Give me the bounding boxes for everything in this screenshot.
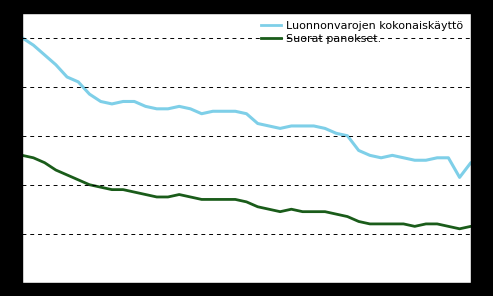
Suorat panokset. <box>132 190 138 194</box>
Luonnonvarojen kokonaiskäyttö <box>288 124 294 128</box>
Suorat panokset. <box>423 222 429 226</box>
Suorat panokset. <box>19 154 25 157</box>
Luonnonvarojen kokonaiskäyttö <box>19 36 25 40</box>
Luonnonvarojen kokonaiskäyttö <box>266 124 272 128</box>
Luonnonvarojen kokonaiskäyttö <box>109 102 115 106</box>
Suorat panokset. <box>210 198 216 201</box>
Suorat panokset. <box>412 225 418 228</box>
Luonnonvarojen kokonaiskäyttö <box>53 63 59 67</box>
Luonnonvarojen kokonaiskäyttö <box>244 112 249 115</box>
Luonnonvarojen kokonaiskäyttö <box>345 134 351 138</box>
Luonnonvarojen kokonaiskäyttö <box>210 110 216 113</box>
Luonnonvarojen kokonaiskäyttö <box>98 100 104 103</box>
Line: Suorat panokset.: Suorat panokset. <box>22 155 471 229</box>
Luonnonvarojen kokonaiskäyttö <box>389 154 395 157</box>
Luonnonvarojen kokonaiskäyttö <box>120 100 126 103</box>
Suorat panokset. <box>356 220 362 223</box>
Suorat panokset. <box>176 193 182 196</box>
Suorat panokset. <box>42 161 48 165</box>
Luonnonvarojen kokonaiskäyttö <box>401 156 407 160</box>
Luonnonvarojen kokonaiskäyttö <box>87 92 93 96</box>
Suorat panokset. <box>378 222 384 226</box>
Suorat panokset. <box>322 210 328 213</box>
Suorat panokset. <box>232 198 238 201</box>
Luonnonvarojen kokonaiskäyttö <box>457 176 462 179</box>
Luonnonvarojen kokonaiskäyttö <box>187 107 193 111</box>
Luonnonvarojen kokonaiskäyttö <box>42 53 48 57</box>
Suorat panokset. <box>187 195 193 199</box>
Suorat panokset. <box>468 225 474 228</box>
Suorat panokset. <box>64 173 70 177</box>
Luonnonvarojen kokonaiskäyttö <box>300 124 306 128</box>
Line: Luonnonvarojen kokonaiskäyttö: Luonnonvarojen kokonaiskäyttö <box>22 38 471 177</box>
Luonnonvarojen kokonaiskäyttö <box>378 156 384 160</box>
Suorat panokset. <box>300 210 306 213</box>
Suorat panokset. <box>445 225 451 228</box>
Luonnonvarojen kokonaiskäyttö <box>75 80 81 84</box>
Suorat panokset. <box>434 222 440 226</box>
Suorat panokset. <box>401 222 407 226</box>
Luonnonvarojen kokonaiskäyttö <box>31 44 36 47</box>
Luonnonvarojen kokonaiskäyttö <box>356 149 362 152</box>
Legend: Luonnonvarojen kokonaiskäyttö, Suorat panokset.: Luonnonvarojen kokonaiskäyttö, Suorat pa… <box>257 17 467 48</box>
Luonnonvarojen kokonaiskäyttö <box>132 100 138 103</box>
Suorat panokset. <box>53 168 59 172</box>
Luonnonvarojen kokonaiskäyttö <box>199 112 205 115</box>
Suorat panokset. <box>120 188 126 192</box>
Suorat panokset. <box>199 198 205 201</box>
Suorat panokset. <box>389 222 395 226</box>
Suorat panokset. <box>333 212 339 216</box>
Suorat panokset. <box>165 195 171 199</box>
Suorat panokset. <box>311 210 317 213</box>
Luonnonvarojen kokonaiskäyttö <box>333 131 339 135</box>
Suorat panokset. <box>266 207 272 211</box>
Suorat panokset. <box>244 200 249 204</box>
Suorat panokset. <box>221 198 227 201</box>
Luonnonvarojen kokonaiskäyttö <box>277 127 283 130</box>
Suorat panokset. <box>255 205 261 209</box>
Luonnonvarojen kokonaiskäyttö <box>322 127 328 130</box>
Suorat panokset. <box>277 210 283 213</box>
Luonnonvarojen kokonaiskäyttö <box>221 110 227 113</box>
Suorat panokset. <box>367 222 373 226</box>
Suorat panokset. <box>98 185 104 189</box>
Luonnonvarojen kokonaiskäyttö <box>311 124 317 128</box>
Luonnonvarojen kokonaiskäyttö <box>445 156 451 160</box>
Suorat panokset. <box>345 215 351 218</box>
Luonnonvarojen kokonaiskäyttö <box>176 104 182 108</box>
Suorat panokset. <box>87 183 93 186</box>
Luonnonvarojen kokonaiskäyttö <box>255 122 261 125</box>
Luonnonvarojen kokonaiskäyttö <box>165 107 171 111</box>
Luonnonvarojen kokonaiskäyttö <box>412 158 418 162</box>
Luonnonvarojen kokonaiskäyttö <box>232 110 238 113</box>
Suorat panokset. <box>75 178 81 182</box>
Luonnonvarojen kokonaiskäyttö <box>142 104 148 108</box>
Luonnonvarojen kokonaiskäyttö <box>154 107 160 111</box>
Luonnonvarojen kokonaiskäyttö <box>468 161 474 165</box>
Suorat panokset. <box>288 207 294 211</box>
Suorat panokset. <box>109 188 115 192</box>
Suorat panokset. <box>154 195 160 199</box>
Suorat panokset. <box>457 227 462 231</box>
Suorat panokset. <box>31 156 36 160</box>
Luonnonvarojen kokonaiskäyttö <box>423 158 429 162</box>
Luonnonvarojen kokonaiskäyttö <box>434 156 440 160</box>
Luonnonvarojen kokonaiskäyttö <box>64 75 70 79</box>
Luonnonvarojen kokonaiskäyttö <box>367 154 373 157</box>
Suorat panokset. <box>142 193 148 196</box>
